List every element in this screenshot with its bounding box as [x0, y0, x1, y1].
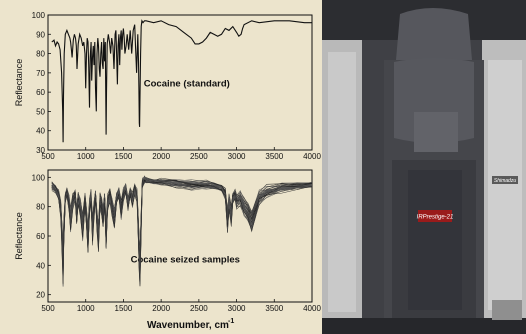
x-tick-label: 1000	[77, 304, 95, 313]
y-tick-label: 20	[36, 291, 45, 300]
y-tick-label: 80	[36, 203, 45, 212]
chart-panel-1: 500 1000 1500 2000 2500 3000 3500 4000 30 40 50 60 7…	[14, 11, 321, 161]
x-tick-label: 4000	[303, 152, 321, 161]
model-badge-label: IRPrestige-21	[417, 215, 454, 221]
y-tick-label: 70	[36, 69, 45, 78]
y-axis-title: Reflectance	[14, 212, 24, 260]
y-tick-label: 60	[36, 88, 45, 97]
x-tick-label: 2000	[152, 304, 170, 313]
chart-panel-2: 500 1000 1500 2000 2500 3000 3500 4000 20 40 60 80 1…	[14, 169, 321, 331]
model-badge	[418, 210, 452, 222]
side-badge-label: Shimadzu	[494, 178, 516, 184]
chart-annotation: Cocaine (standard)	[144, 78, 230, 89]
y-tick-label: 100	[32, 11, 46, 20]
x-tick-label: 2500	[190, 152, 208, 161]
plot-frame	[47, 14, 313, 151]
x-tick-label: 1000	[77, 152, 95, 161]
x-tick-label: 1500	[115, 304, 133, 313]
y-tick-label: 90	[36, 30, 45, 39]
y-tick-label: 50	[36, 107, 45, 116]
x-tick-label: 3500	[265, 304, 283, 313]
spectrometer-illustration: IRPrestige-21 Shimadzu	[322, 0, 526, 334]
spectra-charts-svg: 500 1000 1500 2000 2500 3000 3500 4000 30 40 50 60 7…	[14, 11, 321, 331]
y-tick-label: 40	[36, 261, 45, 270]
x-tick-label: 2500	[190, 304, 208, 313]
y-tick-label: 30	[36, 146, 45, 155]
y-tick-label: 80	[36, 50, 45, 59]
x-tick-label: 500	[41, 152, 55, 161]
x-tick-label: 3000	[228, 152, 246, 161]
x-tick-label: 3000	[228, 304, 246, 313]
y-tick-label: 40	[36, 127, 45, 136]
x-axis-title: Wavenumber, cm	[147, 320, 229, 331]
y-tick-label: 100	[32, 173, 46, 182]
chart-annotation: Cocaine seized samples	[131, 254, 240, 265]
spectrum-line	[51, 19, 312, 143]
x-tick-label: 4000	[303, 304, 321, 313]
y-axis-title: Reflectance	[14, 59, 24, 107]
x-tick-label: 1500	[115, 152, 133, 161]
x-axis-title-superscript: -1	[228, 318, 234, 325]
x-tick-label: 2000	[152, 152, 170, 161]
ftir-spectra-figure: 500 1000 1500 2000 2500 3000 3500 4000 30 40 50 60 7…	[0, 0, 322, 334]
side-badge	[492, 176, 518, 184]
x-tick-label: 3500	[265, 152, 283, 161]
instrument-photo: IRPrestige-21 Shimadzu	[322, 0, 526, 334]
sample-spectrum-line	[51, 179, 313, 287]
x-tick-label: 500	[41, 304, 55, 313]
y-tick-label: 60	[36, 232, 45, 241]
